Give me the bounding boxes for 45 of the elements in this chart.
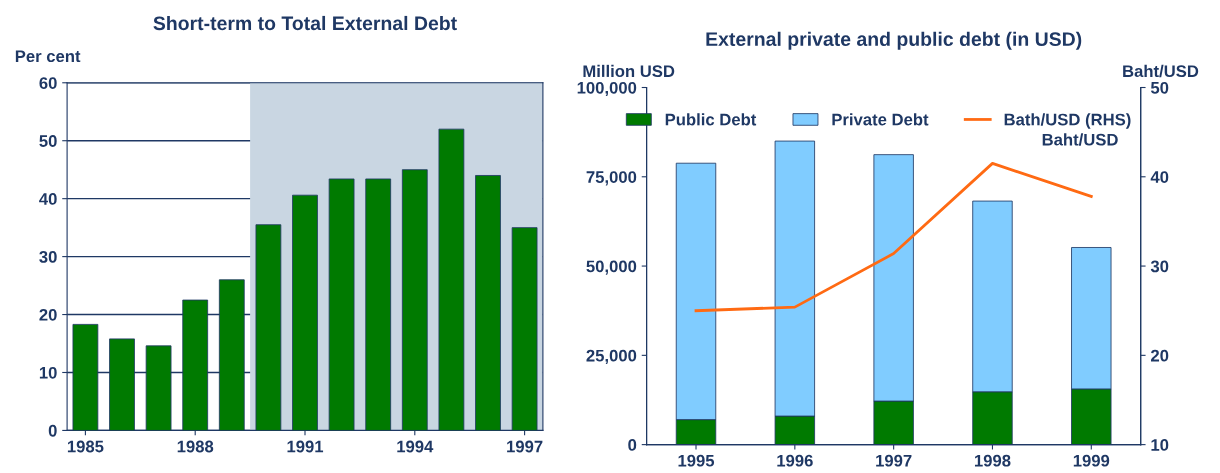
x-tick-label: 1997 [507, 440, 543, 453]
y-tick-label: 25,000 [586, 349, 637, 364]
y-tick-label: 40 [39, 193, 57, 205]
x-tick-label: 1995 [678, 454, 715, 467]
y2-tick-label: 40 [1150, 171, 1169, 183]
y-tick-label: 20 [39, 308, 57, 321]
legend-label: Private Debt [832, 113, 929, 126]
y-tick-label: 50 [39, 135, 57, 147]
y2-tick-label: 10 [1151, 439, 1169, 451]
y-tick-label: 0 [48, 424, 57, 437]
chart-title: Short-term to Total External Debt [153, 15, 457, 31]
y-tick-label: 50,000 [586, 260, 637, 275]
y2-tick-label: 30 [1150, 260, 1169, 273]
y-tick-label: 0 [628, 439, 637, 451]
bar [292, 194, 318, 431]
bar [511, 227, 538, 431]
bar [475, 175, 501, 431]
y-tick-label: 10 [39, 366, 57, 379]
x-tick-label: 1997 [876, 454, 912, 467]
legend-label: Bath/USD (RHS) [1004, 113, 1131, 129]
y-axis-title: Per cent [15, 50, 81, 63]
y-axis-title: Million USD [583, 64, 675, 78]
x-tick-label: 1996 [777, 454, 813, 467]
legend-label: Public Debt [665, 113, 757, 126]
y-tick-label: 30 [39, 251, 57, 263]
y2-tick-label: 20 [1151, 349, 1169, 362]
bar [328, 178, 355, 431]
x-tick-label: 1991 [287, 440, 324, 453]
y-tick-label: 100,000 [577, 81, 637, 97]
x-tick-label: 1994 [397, 440, 434, 453]
bar [438, 128, 465, 431]
annotation: Baht/USD [1042, 133, 1118, 146]
y2-axis-title: Baht/USD [1123, 64, 1199, 78]
x-tick-label: 1999 [1073, 454, 1110, 467]
x-tick-label: 1985 [67, 440, 104, 453]
x-tick-label: 1998 [974, 454, 1011, 467]
bar [401, 169, 428, 431]
x-tick-label: 1988 [177, 440, 214, 453]
bar [255, 224, 282, 431]
bar [365, 178, 392, 431]
line-series [694, 162, 1093, 313]
y-tick-label: 75,000 [586, 171, 637, 186]
y2-tick-label: 50 [1150, 81, 1169, 94]
chart-title: External private and public debt (in USD) [706, 31, 1082, 50]
y-tick-label: 60 [39, 77, 57, 89]
